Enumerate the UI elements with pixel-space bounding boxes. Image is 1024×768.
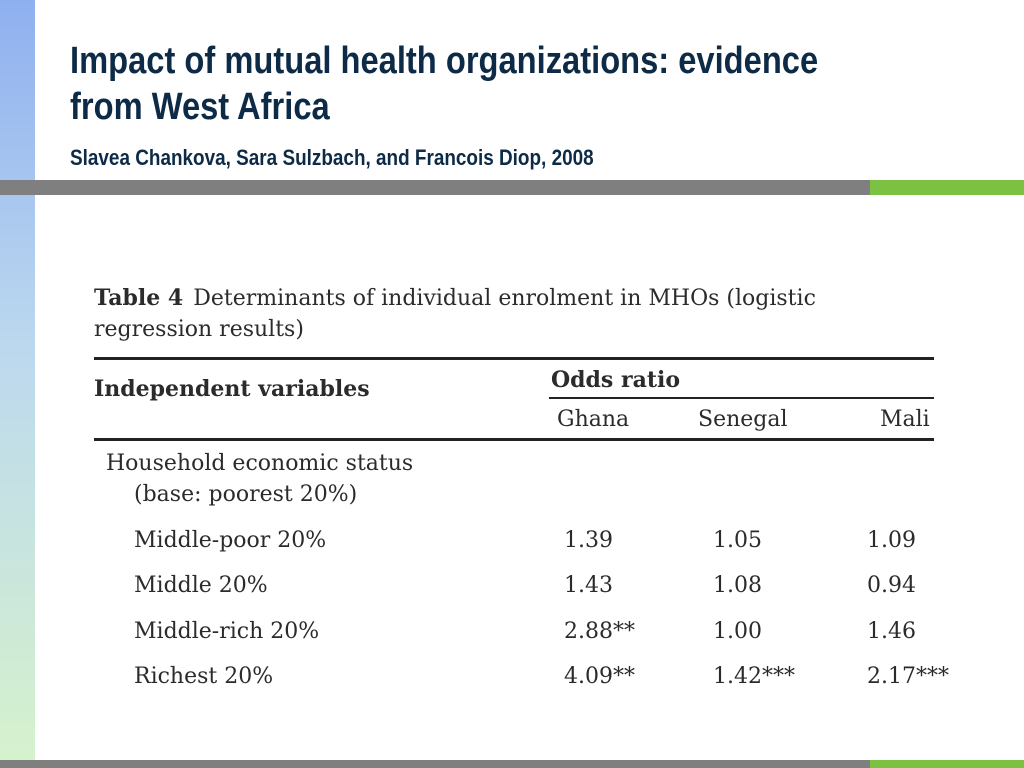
- value-senegal: 1.05: [713, 528, 762, 553]
- country-header-ghana: Ghana: [557, 407, 630, 432]
- row-label: Middle-rich 20%: [134, 619, 320, 644]
- country-header-mali: Mali: [880, 407, 930, 432]
- country-header-senegal: Senegal: [698, 407, 788, 432]
- value-mali: 1.46: [867, 619, 916, 644]
- slide-subtitle: Slavea Chankova, Sara Sulzbach, and Fran…: [70, 145, 594, 170]
- value-mali: 1.09: [867, 528, 916, 553]
- value-ghana: 1.39: [564, 528, 613, 553]
- column-header-variables: Independent variables: [94, 376, 370, 402]
- group-header-rule: [549, 397, 934, 399]
- table-caption: Table 4 Determinants of individual enrolm…: [94, 283, 934, 345]
- table-top-rule: [94, 357, 934, 360]
- header-divider-green: [870, 180, 1024, 195]
- row-label: Middle-poor 20%: [134, 528, 327, 553]
- left-gradient-bar: [0, 0, 35, 768]
- table-header-rule: [94, 438, 934, 441]
- slide-title: Impact of mutual health organizations: e…: [70, 40, 819, 128]
- value-senegal: 1.42***: [713, 664, 795, 689]
- footer-divider-green: [870, 760, 1024, 768]
- value-mali: 2.17***: [867, 664, 949, 689]
- value-senegal: 1.08: [713, 573, 762, 598]
- table-label: Table 4: [94, 285, 184, 311]
- table-caption-text: Determinants of individual enrolment in …: [94, 286, 816, 342]
- group-header-odds-ratio: Odds ratio: [551, 367, 681, 393]
- value-ghana: 1.43: [564, 573, 613, 598]
- value-mali: 0.94: [867, 573, 916, 598]
- row-label: Middle 20%: [134, 573, 268, 598]
- value-ghana: 4.09**: [564, 664, 635, 689]
- row-label: Richest 20%: [134, 664, 274, 689]
- header-divider-gray: [0, 180, 870, 195]
- section-base: (base: poorest 20%): [134, 482, 358, 507]
- section-title: Household economic status: [106, 451, 414, 476]
- value-ghana: 2.88**: [564, 619, 635, 644]
- footer-divider-gray: [0, 760, 870, 768]
- value-senegal: 1.00: [713, 619, 762, 644]
